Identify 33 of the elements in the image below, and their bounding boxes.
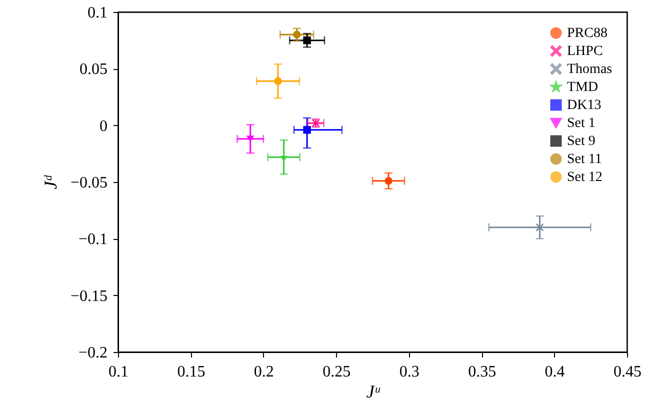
point [293,30,301,39]
legend-label: DK13 [567,98,602,113]
point [384,177,392,185]
legend-label: LHPC [567,44,603,59]
x-axis-title: Jᵘ [366,382,380,402]
y-tick-label: 0 [100,118,108,135]
y-tick-label: 0.05 [80,61,108,78]
point [274,77,282,85]
legend-label: Set 1 [567,116,596,131]
legend-label: Set 9 [567,134,596,149]
legend-label: TMD [567,80,598,95]
legend-label: Set 12 [567,170,602,185]
y-tick-label: −0.15 [70,288,108,305]
x-tick-label: 0.1 [108,364,128,380]
y-axis-title: Jᵈ [40,174,60,190]
y-tick-label: −0.05 [70,174,108,192]
x-tick-label: 0.25 [322,364,351,380]
legend-label: Set 11 [567,152,602,167]
point [246,136,254,142]
y-tick-label: −0.1 [78,231,108,248]
legend-label: Thomas [567,62,612,77]
x-tick-label: 0.15 [177,364,206,380]
y-tick-label: −0.2 [78,344,108,362]
point [303,36,311,44]
point [303,126,311,134]
x-tick-label: 0.3 [399,364,420,380]
x-tick-label: 0.2 [254,364,274,380]
x-tick-label: 0.35 [468,364,496,380]
legend-label: PRC88 [567,26,608,41]
y-tick-label: 0.1 [88,4,108,22]
x-tick-label: 0.45 [614,364,642,380]
x-tick-label: 0.4 [544,364,565,380]
point [536,223,544,232]
